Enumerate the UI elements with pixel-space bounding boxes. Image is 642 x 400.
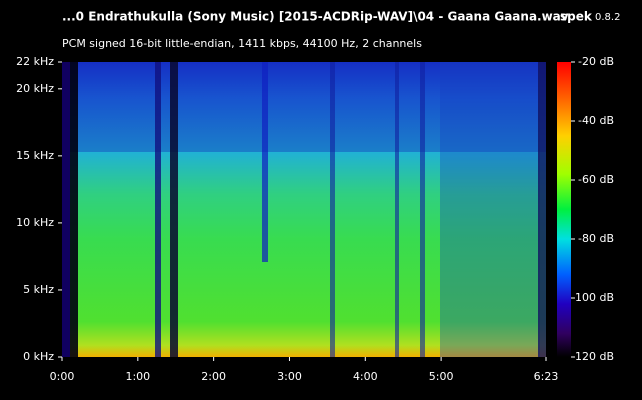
x-tick-label: 6:23: [534, 370, 559, 383]
spectrogram: [62, 62, 546, 357]
chart-subtitle: PCM signed 16-bit little-endian, 1411 kb…: [62, 37, 422, 50]
spectrogram-stripe: [538, 62, 546, 357]
colorbar-tick-label: -100 dB: [571, 291, 614, 304]
x-tick-label: 4:00: [353, 370, 378, 383]
spectrogram-shade: [62, 62, 546, 152]
y-tick-label: 0 kHz: [23, 350, 54, 363]
colorbar-tick-label: -80 dB: [578, 232, 614, 245]
colorbar: [557, 62, 571, 357]
spectrogram-stripe: [262, 62, 268, 262]
y-tick-label: 5 kHz: [23, 283, 54, 296]
y-tick-label: 20 kHz: [16, 82, 54, 95]
x-tick-label: 2:00: [201, 370, 226, 383]
app-name: spek: [560, 10, 593, 24]
spectrogram-stripe: [170, 62, 178, 357]
spectrogram-stripe: [395, 62, 399, 357]
app-version: 0.8.2: [595, 12, 620, 23]
colorbar-tick-label: -40 dB: [578, 114, 614, 127]
spectrogram-stripe: [155, 62, 161, 357]
x-tick-label: 1:00: [125, 370, 150, 383]
x-tick-label: 3:00: [277, 370, 302, 383]
colorbar-tick-label: -20 dB: [578, 55, 614, 68]
spectrogram-stripe: [330, 62, 335, 357]
spectrogram-stripe: [420, 62, 425, 357]
x-tick-label: 0:00: [50, 370, 75, 383]
y-tick-label: 10 kHz: [16, 216, 54, 229]
spectrogram-image: [62, 62, 546, 357]
colorbar-tick-label: -120 dB: [571, 350, 614, 363]
y-tick-label: 22 kHz: [16, 55, 54, 68]
spectrogram-stripe: [62, 62, 70, 357]
y-tick-label: 15 kHz: [16, 149, 54, 162]
x-tick-label: 5:00: [429, 370, 454, 383]
colorbar-tick-label: -60 dB: [578, 173, 614, 186]
spectrogram-stripe: [70, 62, 78, 357]
spectrogram-shade: [440, 62, 540, 357]
chart-title: ...0 Endrathukulla (Sony Music) [2015-AC…: [62, 10, 569, 24]
